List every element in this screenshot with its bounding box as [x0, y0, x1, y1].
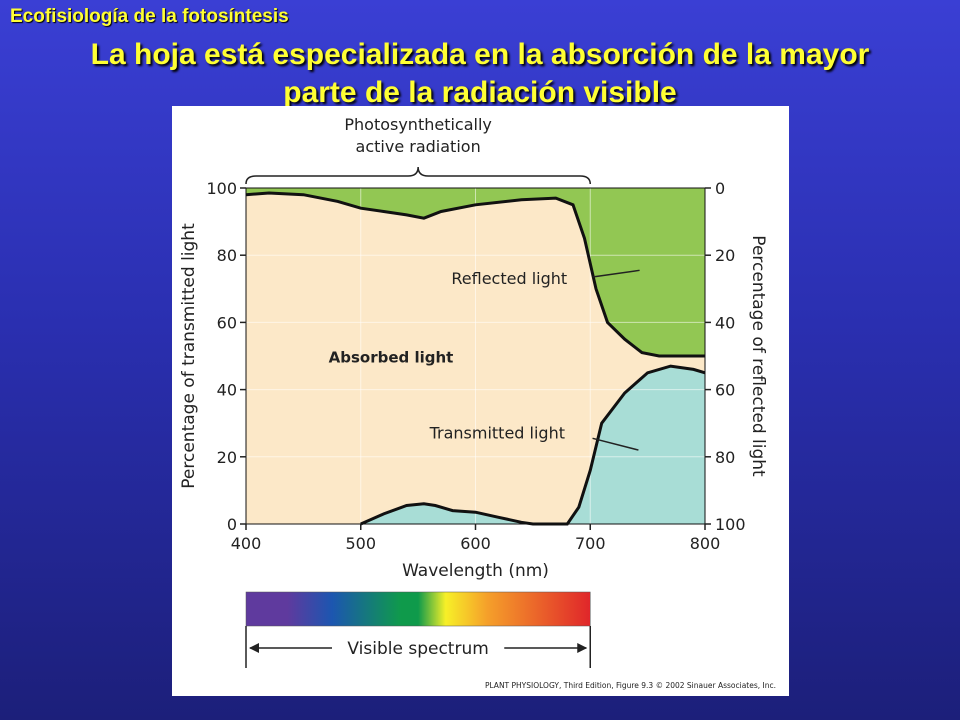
reflected-leader-line	[592, 269, 640, 278]
y-left-tick-label: 80	[217, 246, 237, 265]
transmitted-region	[360, 366, 705, 524]
spectrum-color-band	[245, 591, 591, 627]
y-axis-left-ticks: 0 20 40 60 80 100	[206, 179, 246, 534]
y-right-tick-label: 20	[715, 246, 735, 265]
y-left-tick-label: 40	[217, 381, 237, 400]
x-tick-label: 600	[460, 534, 491, 553]
y-right-tick-label: 80	[715, 448, 735, 467]
y-left-tick-label: 100	[206, 179, 237, 198]
slide-title: La hoja está especializada en la absorci…	[0, 36, 960, 112]
y-left-tick-label: 20	[217, 448, 237, 467]
y-right-tick-label: 60	[715, 381, 735, 400]
transmitted-leader-line	[592, 437, 639, 451]
figure-panel: Photosynthetically active radiation 400 5…	[172, 106, 789, 696]
reflected-light-label: Reflected light	[451, 269, 567, 288]
x-tick-label: 800	[690, 534, 721, 553]
slide-kicker: Ecofisiología de la fotosíntesis	[10, 6, 289, 27]
figure-credit: PLANT PHYSIOLOGY, Third Edition, Figure …	[485, 681, 776, 690]
visible-spectrum-label: Visible spectrum	[347, 639, 488, 659]
y-right-tick-label: 100	[715, 515, 746, 534]
y-axis-left-label: Percentage of transmitted light	[179, 223, 199, 489]
plot-area	[245, 187, 706, 526]
x-tick-label: 500	[345, 534, 376, 553]
x-tick-label: 400	[231, 534, 262, 553]
y-left-tick-label: 60	[217, 313, 237, 332]
y-axis-right-label: Percentage of reflected light	[748, 235, 768, 477]
x-axis-ticks: 400 500 600 700 800	[231, 524, 721, 553]
spectrum-arrowhead-left	[249, 643, 259, 653]
par-label-line-1: Photosynthetically	[344, 115, 492, 134]
transmitted-light-label: Transmitted light	[429, 423, 565, 442]
par-label-line-2: active radiation	[356, 137, 481, 156]
y-right-tick-label: 0	[715, 179, 725, 198]
y-axis-right-ticks: 100 80 60 40 20 0	[705, 179, 746, 534]
reflected-boundary-line	[245, 191, 705, 358]
par-brace	[245, 166, 591, 185]
slide-title-line-1: La hoja está especializada en la absorci…	[90, 38, 870, 71]
absorbed-light-label: Absorbed light	[329, 349, 454, 367]
spectrum-arrowhead-right	[577, 643, 588, 653]
x-axis-label: Wavelength (nm)	[402, 561, 549, 581]
visible-spectrum-bar	[245, 591, 591, 627]
y-right-tick-label: 40	[715, 313, 735, 332]
slide-title-line-2: parte de la radiación visible	[283, 76, 677, 109]
leaf-light-chart: Photosynthetically active radiation 400 5…	[179, 115, 776, 690]
y-left-tick-label: 0	[227, 515, 237, 534]
x-tick-label: 700	[575, 534, 606, 553]
visible-spectrum-arrow	[245, 626, 591, 668]
